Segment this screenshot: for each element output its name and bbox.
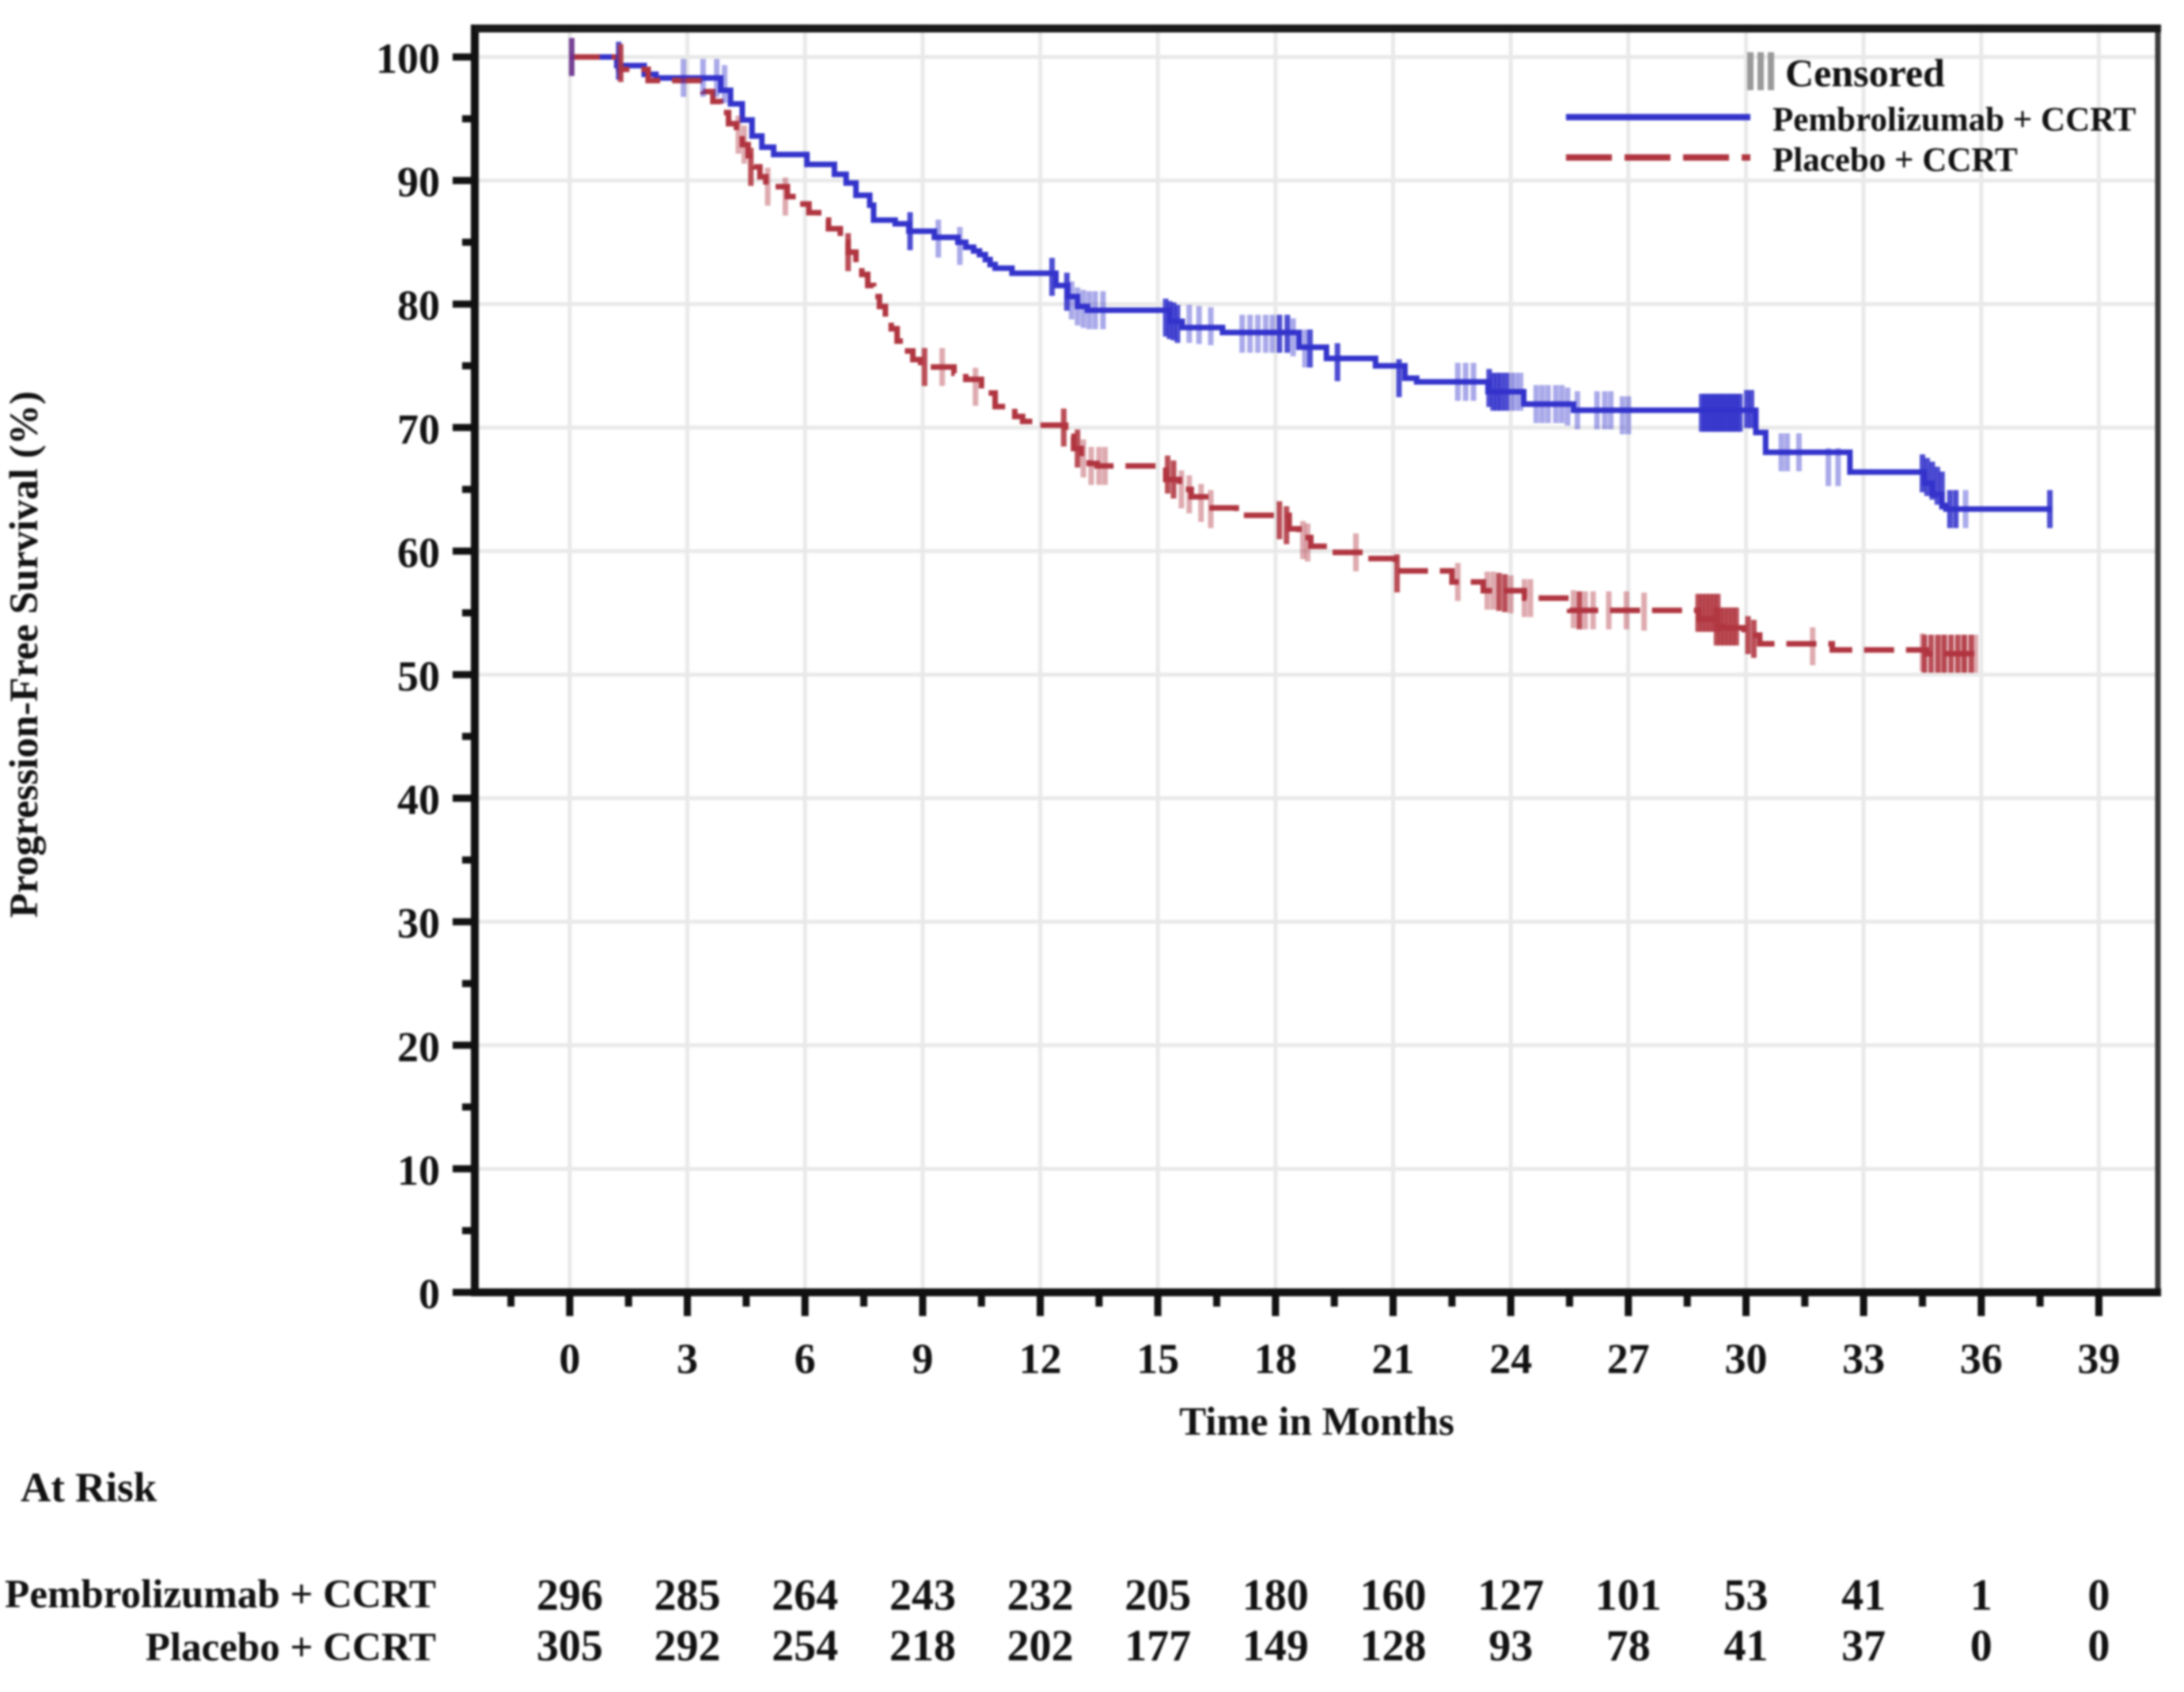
svg-text:39: 39 (2077, 1335, 2120, 1383)
svg-text:0: 0 (2087, 1571, 2110, 1620)
svg-text:296: 296 (537, 1571, 603, 1620)
svg-text:100: 100 (376, 35, 440, 82)
svg-text:202: 202 (1007, 1622, 1074, 1671)
svg-text:40: 40 (397, 776, 440, 824)
svg-text:128: 128 (1360, 1622, 1427, 1671)
svg-text:Progression-Free Survival (%): Progression-Free Survival (%) (2, 391, 47, 918)
svg-text:93: 93 (1488, 1622, 1533, 1671)
svg-text:80: 80 (397, 282, 440, 329)
svg-text:12: 12 (1019, 1335, 1062, 1383)
svg-text:60: 60 (397, 529, 440, 576)
svg-text:1: 1 (1970, 1571, 1993, 1620)
svg-text:180: 180 (1242, 1571, 1309, 1620)
svg-text:Placebo + CCRT: Placebo + CCRT (1773, 142, 2018, 179)
svg-text:Placebo + CCRT: Placebo + CCRT (146, 1626, 436, 1670)
svg-text:50: 50 (397, 653, 440, 700)
svg-text:305: 305 (537, 1622, 603, 1671)
svg-text:292: 292 (654, 1622, 721, 1671)
svg-text:Pembrolizumab + CCRT: Pembrolizumab + CCRT (5, 1572, 436, 1617)
svg-text:27: 27 (1607, 1335, 1650, 1383)
svg-text:218: 218 (889, 1622, 956, 1671)
svg-text:30: 30 (1725, 1335, 1768, 1383)
svg-text:0: 0 (559, 1335, 581, 1383)
svg-text:285: 285 (654, 1571, 721, 1620)
svg-text:36: 36 (1960, 1335, 2003, 1383)
svg-text:232: 232 (1007, 1571, 1074, 1620)
svg-text:264: 264 (772, 1571, 838, 1620)
svg-text:24: 24 (1489, 1335, 1532, 1383)
svg-text:At Risk: At Risk (21, 1465, 157, 1511)
svg-text:Pembrolizumab + CCRT: Pembrolizumab + CCRT (1773, 101, 2137, 138)
svg-text:0: 0 (1970, 1622, 1993, 1671)
svg-text:30: 30 (397, 900, 440, 947)
svg-text:53: 53 (1724, 1571, 1769, 1620)
svg-text:33: 33 (1842, 1335, 1885, 1383)
svg-text:127: 127 (1477, 1571, 1544, 1620)
svg-text:37: 37 (1841, 1622, 1886, 1671)
svg-text:18: 18 (1254, 1335, 1297, 1383)
svg-text:243: 243 (889, 1571, 956, 1620)
svg-text:70: 70 (397, 405, 440, 453)
svg-text:20: 20 (397, 1023, 440, 1071)
svg-text:177: 177 (1124, 1622, 1191, 1671)
svg-text:21: 21 (1372, 1335, 1415, 1383)
svg-text:Time in Months: Time in Months (1179, 1400, 1454, 1444)
svg-text:9: 9 (912, 1335, 934, 1383)
svg-text:0: 0 (419, 1270, 440, 1318)
svg-text:Censored: Censored (1785, 51, 1945, 95)
svg-text:160: 160 (1360, 1571, 1427, 1620)
svg-text:41: 41 (1724, 1622, 1769, 1671)
svg-text:254: 254 (772, 1622, 838, 1671)
svg-text:6: 6 (794, 1335, 816, 1383)
svg-text:3: 3 (677, 1335, 698, 1383)
svg-text:149: 149 (1242, 1622, 1309, 1671)
svg-text:78: 78 (1606, 1622, 1651, 1671)
svg-text:41: 41 (1841, 1571, 1886, 1620)
svg-text:101: 101 (1595, 1571, 1662, 1620)
svg-text:90: 90 (397, 158, 440, 206)
svg-text:0: 0 (2087, 1622, 2110, 1671)
svg-text:205: 205 (1124, 1571, 1191, 1620)
svg-text:15: 15 (1136, 1335, 1179, 1383)
svg-text:10: 10 (397, 1147, 440, 1194)
